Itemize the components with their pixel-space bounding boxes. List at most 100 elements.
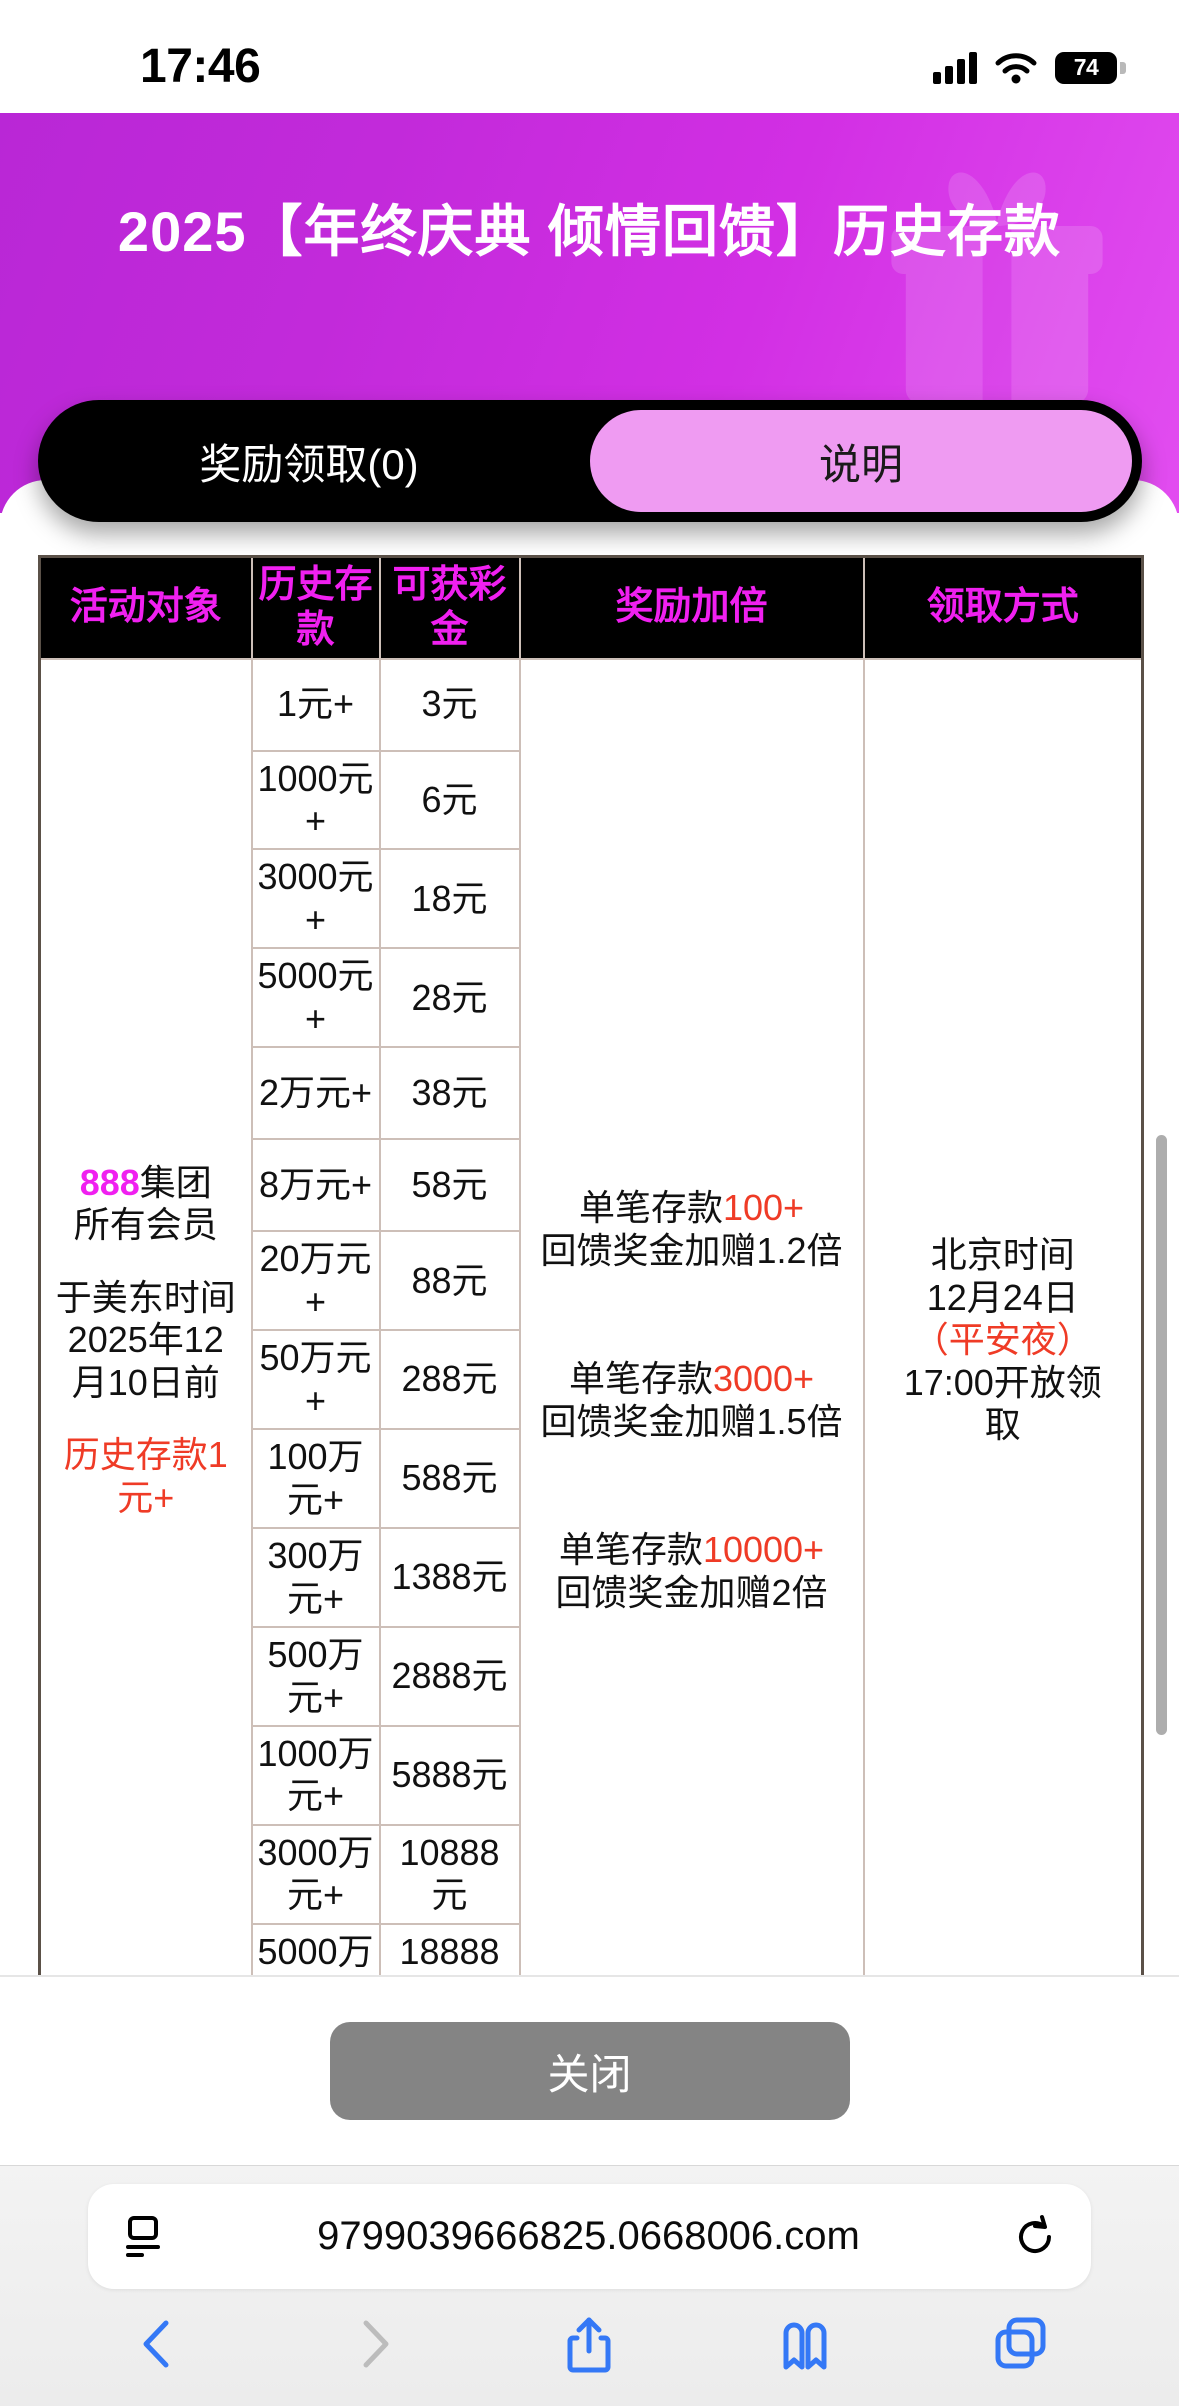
vertical-scrollbar[interactable] [1156,1135,1167,1735]
multiplier-amount: 10000+ [702,1529,825,1571]
cell-bonus: 5888元 [378,1725,521,1826]
cell-deposit: 1000万元+ [250,1725,381,1826]
tabs-icon[interactable] [992,2315,1050,2373]
page-settings-icon[interactable] [120,2214,166,2260]
reload-icon[interactable] [1011,2213,1059,2261]
claim-line5: 取 [984,1404,1021,1446]
table-header-row: 活动对象 历史存款 可获彩金 奖励加倍 领取方式 [38,555,1144,660]
participants-line5: 月10日前 [71,1361,220,1403]
tab-reward-claim[interactable]: 奖励领取(0) [199,440,419,488]
cell-deposit: 8万元+ [250,1138,381,1233]
table-row: 1000元+ 6元 [40,749,1143,851]
cell-deposit: 1000元+ [250,749,381,851]
cell-bonus: 18元 [378,848,521,950]
table-row: 100万元+ 588元 [40,1428,1143,1530]
cell-participants: 888集团 所有会员 于美东时间 2025年12 月10日前 历史存款1 元+ [38,657,253,1975]
cell-deposit: 500万元+ [250,1626,381,1727]
table-row: 1000万元+ 5888元 [40,1725,1143,1826]
cell-bonus: 18888元 [378,1922,521,1975]
table-row: 5000元+ 28元 [40,947,1143,1049]
participants-line6: 历史存款1 [63,1434,228,1476]
multiplier-suffix: 回馈奖金加赠1.2倍 [540,1229,843,1271]
cell-bonus: 1388元 [378,1527,521,1629]
participants-line7: 元+ [117,1476,175,1518]
multiplier-block: 单笔存款100+ 回馈奖金加赠1.2倍 [525,1187,859,1272]
status-bar: 17:46 74 [0,0,1179,113]
multiplier-suffix: 回馈奖金加赠2倍 [555,1571,828,1613]
url-bar[interactable]: 9799039666825.0668006.com [88,2184,1091,2289]
forward-icon [363,2320,389,2368]
table-row: 500万元+ 2888元 [40,1626,1143,1727]
table-row: 3000元+ 18元 [40,848,1143,950]
table-row: 2万元+ 38元 [40,1046,1143,1141]
content-sheet: 活动对象 历史存款 可获彩金 奖励加倍 领取方式 888集团 所有会员 于美东时… [0,480,1179,1975]
cellular-signal-icon [933,51,977,84]
status-bar-time: 17:46 [140,40,261,93]
cell-deposit: 3000万元+ [250,1823,381,1925]
cell-deposit: 50万元+ [250,1329,381,1431]
claim-line3: （平安夜） [912,1319,1093,1361]
claim-line4: 17:00开放领 [903,1361,1102,1403]
multiplier-amount: 3000+ [712,1358,815,1400]
cell-deposit: 5000元+ [250,947,381,1049]
url-text[interactable]: 9799039666825.0668006.com [317,2214,860,2258]
browser-toolbar [0,2294,1179,2394]
cell-deposit: 2万元+ [250,1046,381,1141]
header-bonus: 可获彩金 [378,555,521,660]
wifi-icon [995,52,1037,84]
status-bar-indicators: 74 [933,51,1126,84]
cell-bonus: 2888元 [378,1626,521,1727]
cell-bonus: 10888元 [378,1823,521,1925]
cell-bonus: 88元 [378,1230,521,1332]
header-deposit: 历史存款 [250,555,381,660]
close-bar: 关闭 [0,1975,1179,2165]
table-row: 300万元+ 1388元 [40,1527,1143,1629]
cell-claim-method: 北京时间 12月24日 （平安夜） 17:00开放领 取 [862,657,1144,1975]
multiplier-amount: 100+ [722,1187,805,1229]
header-claim-method: 领取方式 [862,555,1144,660]
back-icon[interactable] [129,2315,187,2373]
multiplier-suffix: 回馈奖金加赠1.5倍 [540,1400,843,1442]
cell-deposit: 1元+ [250,657,381,752]
participants-line4: 2025年12 [67,1319,224,1361]
cell-bonus: 288元 [378,1329,521,1431]
battery-level: 74 [1073,54,1099,80]
participants-line1: 集团 [139,1162,212,1204]
header-multiplier: 奖励加倍 [518,555,865,660]
participants-line2: 所有会员 [73,1204,218,1246]
multiplier-block: 单笔存款10000+ 回馈奖金加赠2倍 [525,1529,859,1614]
cell-bonus: 58元 [378,1138,521,1233]
table-row: 888集团 所有会员 于美东时间 2025年12 月10日前 历史存款1 元+ … [38,657,1144,1975]
cell-multipliers: 单笔存款100+ 回馈奖金加赠1.2倍 单笔存款3000+ 回馈奖金加赠1.5倍… [518,657,865,1975]
close-button[interactable]: 关闭 [329,2022,850,2120]
cell-deposit: 300万元+ [250,1527,381,1629]
gift-icon [891,172,1103,404]
table-row: 20万元+ 88元 [40,1230,1143,1332]
multiplier-block: 单笔存款3000+ 回馈奖金加赠1.5倍 [525,1358,859,1443]
share-icon[interactable] [560,2315,618,2373]
rules-scroll-area[interactable]: 活动对象 历史存款 可获彩金 奖励加倍 领取方式 888集团 所有会员 于美东时… [0,555,1179,1975]
table-row: 50万元+ 288元 [40,1329,1143,1431]
cell-deposit: 3000元+ [250,848,381,950]
cell-deposit: 20万元+ [250,1230,381,1332]
cell-deposit: 100万元+ [250,1428,381,1530]
bookmarks-icon[interactable] [776,2315,834,2373]
cell-bonus: 38元 [378,1046,521,1141]
multiplier-prefix: 单笔存款 [578,1187,723,1229]
participants-highlight: 888 [79,1162,140,1204]
table-row: 3000万元+ 10888元 [40,1823,1143,1925]
table-row: 5000万元+18888元 [40,1922,1143,1975]
safari-bottom-bar: 9799039666825.0668006.com [0,2165,1179,2406]
tab-bar: 奖励领取(0) 说明 [38,400,1142,522]
multiplier-prefix: 单笔存款 [558,1529,703,1571]
participants-line3: 于美东时间 [55,1276,236,1318]
cell-bonus: 28元 [378,947,521,1049]
cell-bonus: 6元 [378,749,521,851]
rules-table: 活动对象 历史存款 可获彩金 奖励加倍 领取方式 888集团 所有会员 于美东时… [38,555,1144,1975]
tab-instructions[interactable]: 说明 [590,410,1132,512]
battery-icon: 74 [1055,51,1126,84]
claim-line1: 北京时间 [930,1234,1075,1276]
header-participants: 活动对象 [38,555,253,660]
multiplier-prefix: 单笔存款 [568,1358,713,1400]
